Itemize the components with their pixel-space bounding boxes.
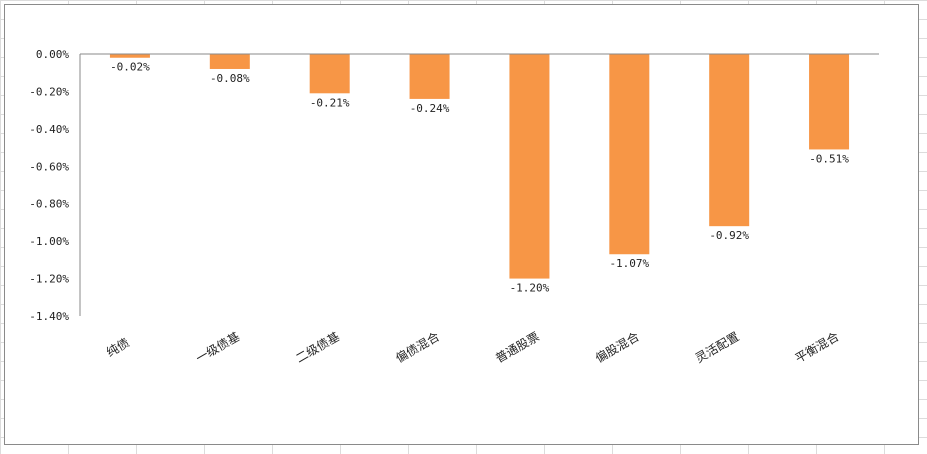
y-tick-label: -0.40% bbox=[29, 123, 69, 136]
bar bbox=[509, 54, 550, 279]
data-label: -0.92% bbox=[709, 229, 749, 242]
category-label: 偏债混合 bbox=[393, 329, 442, 366]
bar bbox=[809, 54, 850, 150]
data-label: -0.51% bbox=[809, 152, 849, 165]
bar bbox=[609, 54, 650, 255]
bar-chart: 0.00% -0.20% -0.40% -0.60% -0.80% -1.00% -1.20… bbox=[29, 48, 879, 366]
data-label: -1.07% bbox=[609, 257, 649, 270]
data-label: -0.08% bbox=[210, 72, 250, 85]
data-label: -1.20% bbox=[510, 282, 550, 295]
category-label: 普通股票 bbox=[493, 329, 542, 365]
chart-area[interactable]: 0.00% -0.20% -0.40% -0.60% -0.80% -1.00% -1.20… bbox=[4, 4, 919, 445]
category-label: 一级债基 bbox=[194, 329, 243, 365]
category-label: 灵活配置 bbox=[693, 329, 742, 365]
y-tick-label: -0.80% bbox=[29, 198, 69, 211]
bar bbox=[309, 54, 350, 94]
y-tick-label: -0.60% bbox=[29, 160, 69, 173]
bar bbox=[709, 54, 750, 227]
bar bbox=[209, 54, 250, 69]
category-label: 二级债基 bbox=[293, 329, 342, 365]
data-label: -0.02% bbox=[110, 61, 150, 74]
y-tick-label: -1.40% bbox=[29, 310, 69, 323]
bar bbox=[109, 54, 150, 58]
category-label: 纯债 bbox=[104, 335, 132, 359]
data-label: -0.21% bbox=[310, 96, 350, 109]
bar bbox=[409, 54, 450, 99]
category-label: 平衡混合 bbox=[792, 329, 841, 366]
data-label: -0.24% bbox=[410, 102, 450, 115]
y-tick-label: -1.20% bbox=[29, 273, 69, 286]
category-label: 偏股混合 bbox=[593, 329, 642, 366]
y-tick-label: -1.00% bbox=[29, 235, 69, 248]
y-tick-label: 0.00% bbox=[36, 48, 69, 61]
y-tick-label: -0.20% bbox=[29, 85, 69, 98]
